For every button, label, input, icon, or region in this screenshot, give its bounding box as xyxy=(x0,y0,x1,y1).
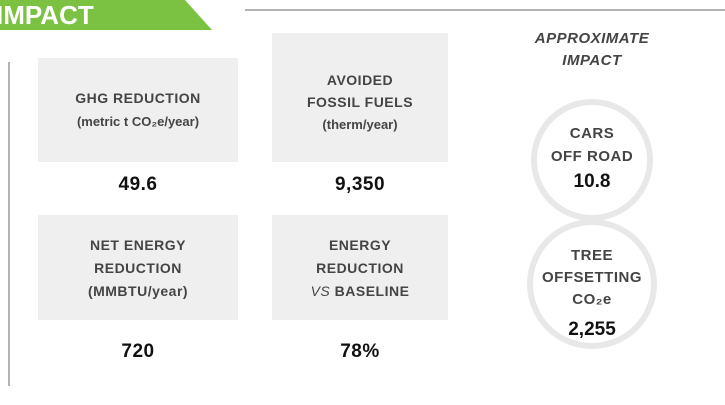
card-value: 78% xyxy=(340,341,380,362)
card-label: REDUCTION xyxy=(316,260,404,276)
card-unit: (therm/year) xyxy=(322,117,397,132)
header-tab xyxy=(0,0,212,30)
ring-value: 2,255 xyxy=(568,319,616,340)
card xyxy=(272,33,448,162)
card-label: ENERGY xyxy=(329,237,391,253)
ring-label: CO₂e xyxy=(572,291,612,308)
card-label: VS BASELINE xyxy=(311,283,410,299)
ring-label: CARS xyxy=(570,125,615,142)
card-label: NET ENERGY xyxy=(90,237,186,253)
card xyxy=(38,58,238,162)
ring-label: TREE xyxy=(571,247,613,264)
card-label: AVOIDED xyxy=(327,72,393,88)
card-value: 49.6 xyxy=(119,174,158,195)
ring-label: OFFSETTING xyxy=(542,269,642,286)
italic-word: VS xyxy=(311,283,331,299)
header-title: IMPACT xyxy=(0,0,94,30)
card-unit: (MMBTU/year) xyxy=(88,283,188,299)
card-label: REDUCTION xyxy=(94,260,182,276)
card-label: FOSSIL FUELS xyxy=(307,94,413,110)
card-value: 720 xyxy=(121,341,154,362)
aside-title: APPROXIMATE xyxy=(534,30,650,47)
card-unit: (metric t CO₂e/year) xyxy=(77,114,199,129)
card xyxy=(38,215,238,320)
ring-value: 10.8 xyxy=(574,171,611,192)
card xyxy=(272,215,448,320)
card-value: 9,350 xyxy=(335,174,385,195)
ring xyxy=(527,219,657,349)
ring-label: OFF ROAD xyxy=(551,148,633,165)
aside-title: IMPACT xyxy=(562,52,623,69)
word: BASELINE xyxy=(335,283,410,299)
ring xyxy=(531,99,653,221)
card-label: GHG REDUCTION xyxy=(75,90,201,106)
